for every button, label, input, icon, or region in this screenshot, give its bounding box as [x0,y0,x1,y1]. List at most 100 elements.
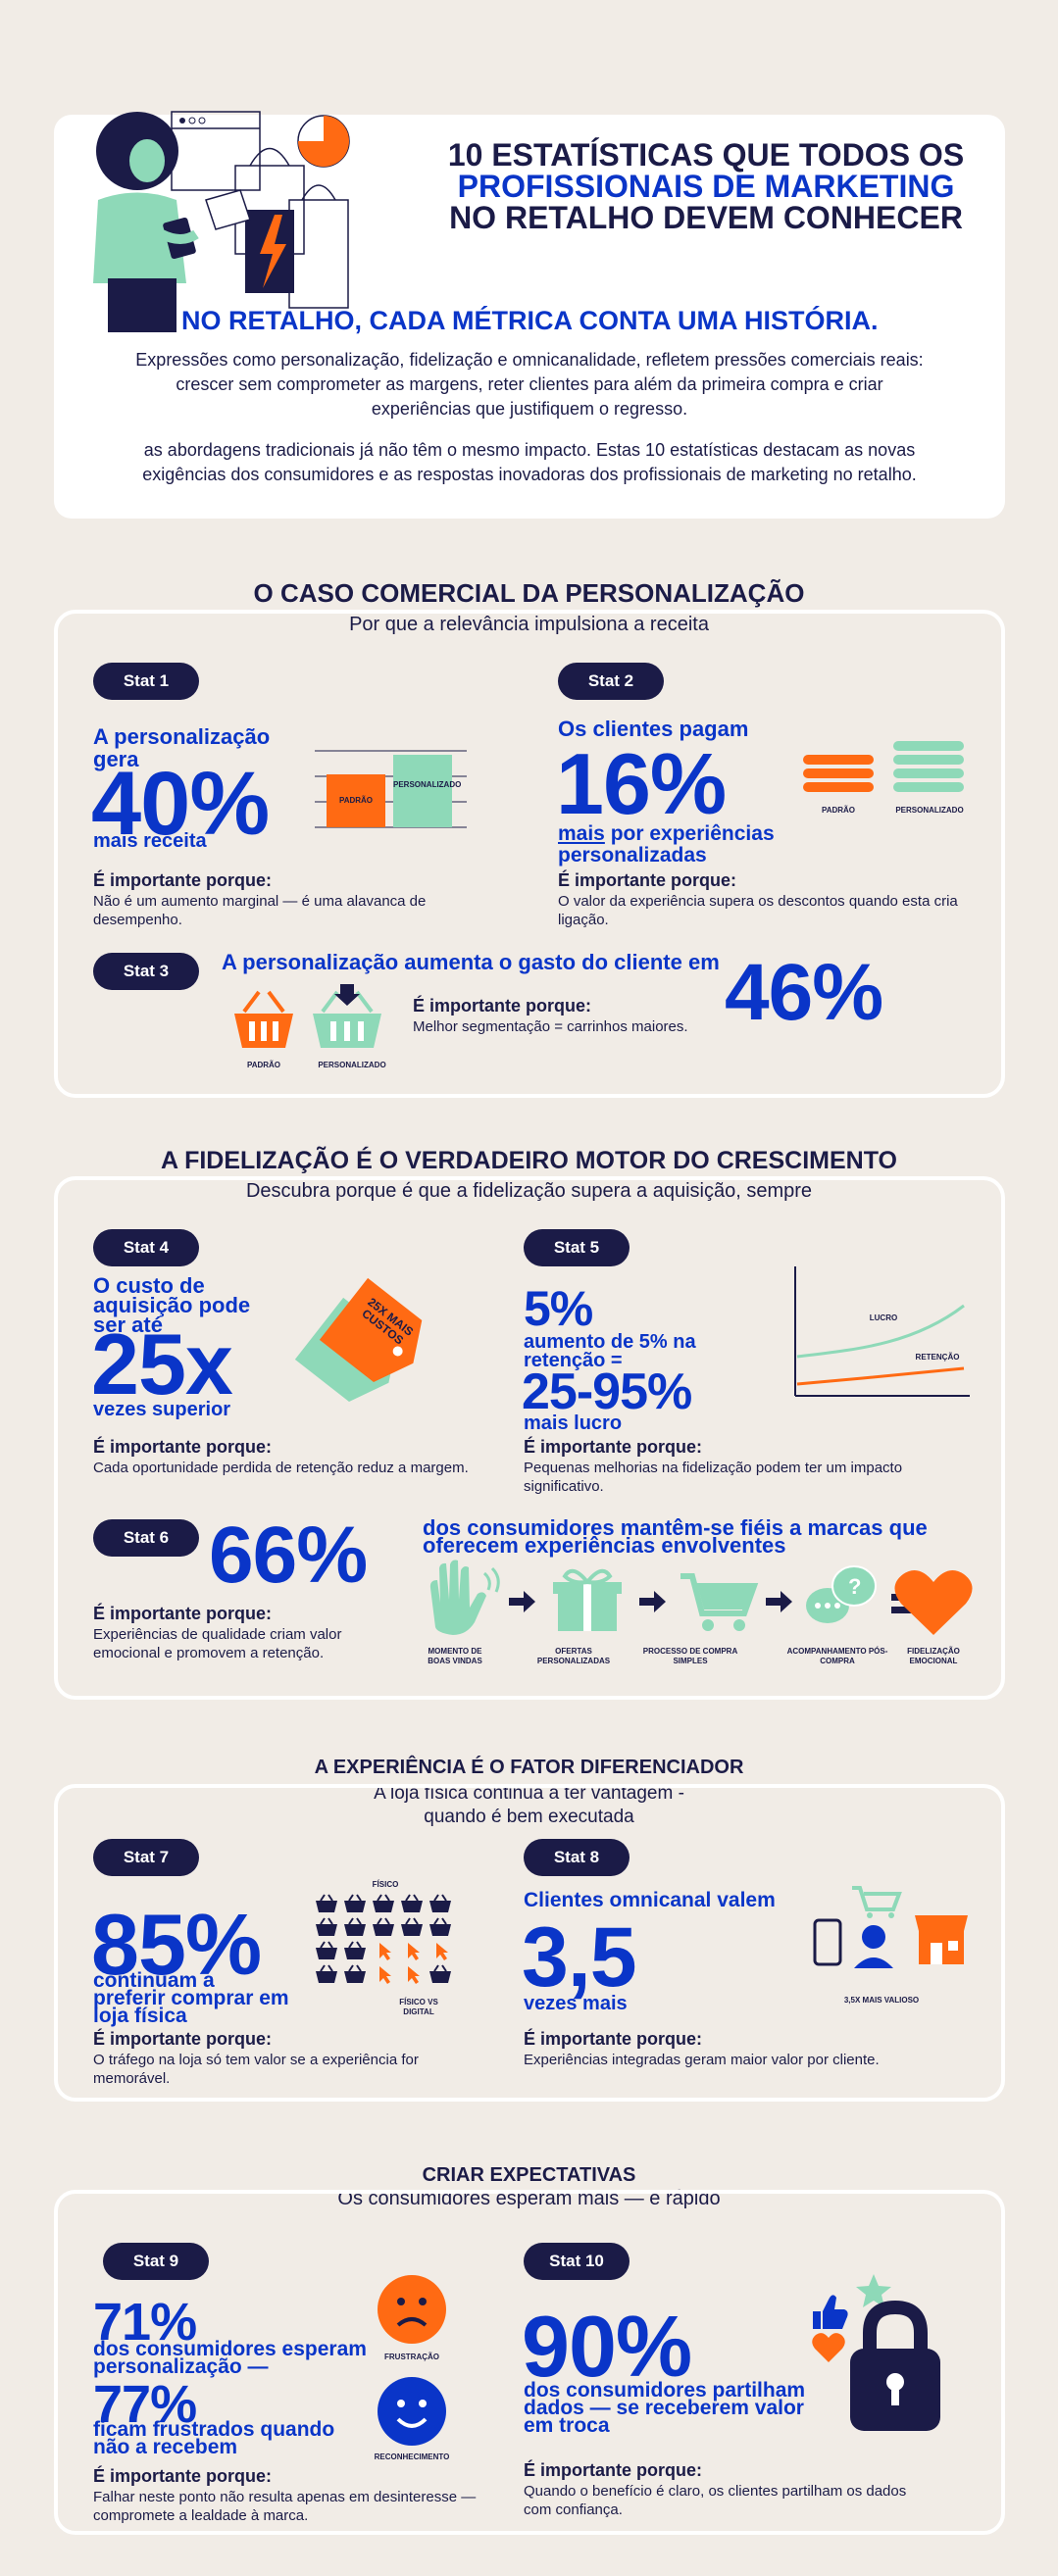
basket-icon [401,1917,423,1936]
stat-4-price-tags [294,1277,423,1402]
stat-6-journey-icons: ? [429,1560,923,1635]
stat-8-value: 3,5 [522,1910,637,2005]
stat-3-lead: A personalização aumenta o gasto do clie… [222,950,720,974]
stat-8-pill: Stat 8 [524,1839,630,1876]
stat-5-profit-label: LUCRO [869,1313,898,1322]
stat-1-bar-personalized-label: PERSONALIZADO [393,780,462,789]
stat-6-step-4: ACOMPANHAMENTO PÓS-COMPRA [786,1647,888,1665]
gift-icon [553,1568,622,1631]
basket-icon [344,1894,366,1912]
stat-6-step-2: OFERTAS PERSONALIZADAS [536,1647,611,1665]
svg-text:?: ? [848,1574,861,1599]
stat-2-personalized-label: PERSONALIZADO [895,806,964,815]
thumbs-up-icon [813,2295,848,2329]
page-title: 10 ESTATÍSTICAS QUE TODOS OS PROFISSIONA… [447,137,965,235]
experience-panel: Stat 7 85% continuam a preferir comprar … [54,1784,1005,2102]
stat-4-tail: vezes superior [93,1399,231,1420]
stat-2-value: 16% [556,735,727,832]
stat-6-step-1: MOMENTO DE BOAS VINDAS [428,1647,482,1665]
section-title-experience: A EXPERIÊNCIA É O FATOR DIFERENCIADOR [314,1757,744,1778]
basket-icon [316,1894,337,1912]
stat-6-step-5: FIDELIZAÇÃO EMOCIONAL [907,1647,960,1665]
cart-icon [852,1886,902,1911]
stat-10-why-text: Quando o benefício é claro, os clientes … [524,2483,907,2518]
basket-icon [429,1917,451,1936]
phone-icon [813,1918,842,1966]
welcome-hand-icon [429,1560,486,1635]
stat-1-bar-personalized [393,755,452,827]
cursor-icon [379,1943,391,1960]
stat-2-tail: mais por experiências personalizadas [558,822,842,867]
stat-3-why-heading: É importante porque: [413,996,592,1016]
stat-5-small-value: 5% [524,1281,593,1336]
stat-2-standard-label: PADRÃO [821,806,856,815]
stat-5-pill: Stat 5 [524,1229,630,1266]
shopper-illustration [93,111,350,332]
stat-3-value: 46% [725,948,883,1037]
stat-7-physical-vs-digital-label: FÍSICO VS DIGITAL [399,1998,438,2016]
section-subtitle-personalization: Por que a relevância impulsiona a receit… [349,614,709,635]
personalization-panel: Stat 1 A personalização gera 40% mais re… [54,610,1005,1098]
happy-face-icon [378,2377,446,2446]
stat-3-why-text: Melhor segmentação = carrinhos maiores. [413,1018,688,1035]
stat-9-lead-2: ficam frustrados quando não a recebem [93,2418,335,2458]
basket-icon [373,1917,394,1936]
stat-9-why-text: Falhar neste ponto não resulta apenas em… [93,2489,477,2524]
small-heart-icon [812,2333,845,2362]
header-card: 10 ESTATÍSTICAS QUE TODOS OS PROFISSIONA… [54,111,1005,519]
loyalty-panel: Stat 4 O custo de aquisição pode ser até… [54,1176,1005,1700]
cursor-icon [408,1966,420,1984]
cursor-icon [408,1943,420,1960]
stat-2-stacks [803,741,964,792]
stat-8-label: 3,5X MAIS VALIOSO [843,1996,920,2005]
basket-icon [373,1894,394,1912]
star-icon [856,2274,891,2307]
stat-7-physical-label: FÍSICO [372,1880,399,1889]
stat-9-frustration-label: FRUSTRAÇÃO [384,2353,439,2361]
stat-10-lock-icons [812,2274,940,2431]
cursor-icon [379,1966,391,1984]
basket-icon [316,1941,337,1959]
stat-5-why-heading: É importante porque: [524,1437,703,1457]
stat-1-lead: A personalização gera [93,724,271,772]
stat-9-value-2: 77% [93,2375,197,2434]
intro-paragraph-1: Expressões como personalização, fideliza… [135,350,924,419]
sad-face-icon [378,2275,446,2344]
stat-10-why-heading: É importante porque: [524,2460,703,2480]
customer-icon [862,1925,885,1949]
heart-icon [894,1569,973,1635]
cursor-icon [436,1943,448,1960]
basket-icon [344,1917,366,1936]
stat-9-pill: Stat 9 [103,2243,209,2280]
stat-1-why-heading: É importante porque: [93,870,273,890]
stat-5-tail: mais lucro [524,1412,623,1434]
stat-1-bar-chart [315,750,467,828]
stat-3-baskets [234,984,381,1048]
stat-3-standard-label: PADRÃO [246,1061,281,1069]
stat-8-omnichannel-icons [813,1886,968,1968]
stat-7-why-text: O tráfego na loja só tem valor se a expe… [93,2052,419,2087]
basket-icon [316,1964,337,1983]
stat-2-pill: Stat 2 [558,663,664,700]
stat-8-lead: Clientes omnicanal valem [524,1889,776,1911]
stat-5-retention-label: RETENÇÃO [915,1353,960,1362]
stat-7-lead: continuam a preferir comprar em loja fís… [93,1969,289,2027]
stat-1-why-text: Não é um aumento marginal — é uma alavan… [93,893,427,928]
stat-7-basket-grid [316,1894,451,1984]
stat-6-why-text: Experiências de qualidade criam valor em… [93,1626,342,1661]
section-subtitle-loyalty: Descubra porque é que a fidelização supe… [245,1180,813,1202]
stat-3-personalized-label: PERSONALIZADO [318,1061,386,1069]
stat-5-lead: aumento de 5% na retenção = [524,1331,696,1371]
stat-7-why-heading: É importante porque: [93,2029,273,2049]
stat-9-lead-1: dos consumidores esperam personalização … [93,2338,367,2378]
stat-4-value: 25x [91,1315,233,1412]
section-title-personalization: O CASO COMERCIAL DA PERSONALIZAÇÃO [253,578,805,608]
cart-icon [680,1573,759,1631]
stat-7-value: 85% [91,1896,262,1993]
intro-paragraph-2: as abordagens tradicionais já não têm o … [142,440,917,484]
stat-4-pill: Stat 4 [93,1229,199,1266]
stat-2-tail-rest: por experiências personalizadas [558,822,775,867]
stat-5-value: 25-95% [522,1363,692,1420]
stat-6-pill: Stat 6 [93,1519,199,1557]
support-chat-icon: ? [806,1565,877,1623]
